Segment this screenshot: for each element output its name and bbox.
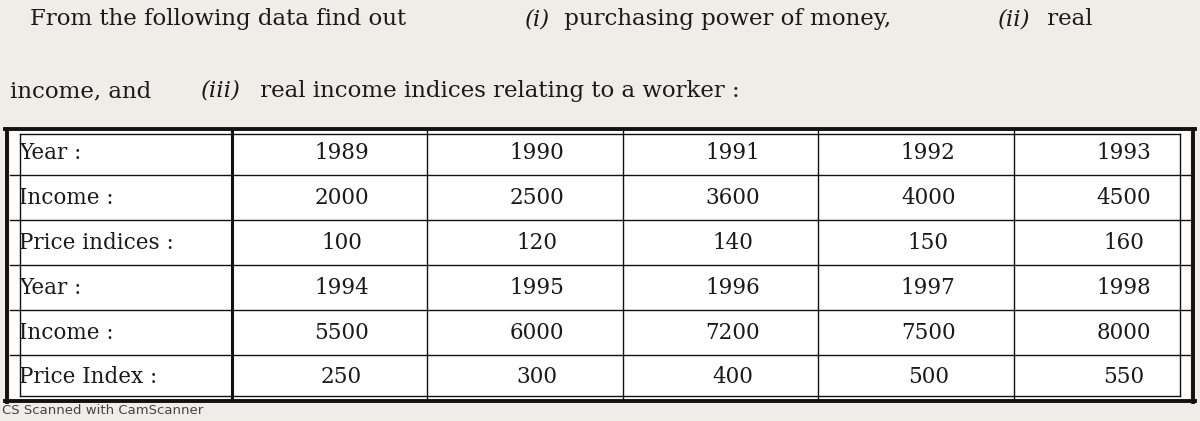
Text: 1997: 1997 [901, 277, 955, 298]
Text: 250: 250 [320, 367, 362, 389]
Text: 100: 100 [320, 232, 362, 254]
Text: 1991: 1991 [706, 142, 760, 164]
Text: 1995: 1995 [510, 277, 564, 298]
Text: 500: 500 [907, 367, 949, 389]
Text: 400: 400 [712, 367, 754, 389]
Text: 300: 300 [516, 367, 558, 389]
Text: 1993: 1993 [1097, 142, 1151, 164]
Text: purchasing power of money,: purchasing power of money, [557, 8, 899, 30]
Text: 150: 150 [907, 232, 949, 254]
Text: 7500: 7500 [901, 322, 955, 344]
Text: 2500: 2500 [510, 187, 564, 209]
Text: Year :: Year : [19, 142, 82, 164]
Text: 2000: 2000 [314, 187, 368, 209]
Text: 8000: 8000 [1097, 322, 1151, 344]
Text: 3600: 3600 [706, 187, 760, 209]
Text: (iii): (iii) [202, 80, 241, 102]
Text: 1994: 1994 [314, 277, 368, 298]
Text: CS Scanned with CamScanner: CS Scanned with CamScanner [2, 404, 204, 417]
Text: (i): (i) [524, 8, 550, 30]
Text: Income :: Income : [19, 322, 114, 344]
Text: 4500: 4500 [1097, 187, 1151, 209]
Text: 1996: 1996 [706, 277, 760, 298]
Text: 550: 550 [1103, 367, 1145, 389]
FancyBboxPatch shape [10, 131, 1190, 400]
Text: 6000: 6000 [510, 322, 564, 344]
Text: 1989: 1989 [314, 142, 368, 164]
Text: Year :: Year : [19, 277, 82, 298]
Text: 140: 140 [712, 232, 754, 254]
Text: income, and: income, and [10, 80, 158, 102]
Text: 1992: 1992 [901, 142, 955, 164]
Text: Income :: Income : [19, 187, 114, 209]
Text: 160: 160 [1103, 232, 1145, 254]
Text: real income indices relating to a worker :: real income indices relating to a worker… [253, 80, 739, 102]
Text: 120: 120 [516, 232, 558, 254]
Text: 1990: 1990 [510, 142, 564, 164]
Text: 1998: 1998 [1097, 277, 1151, 298]
Text: 4000: 4000 [901, 187, 955, 209]
Text: 7200: 7200 [706, 322, 760, 344]
Text: (ii): (ii) [997, 8, 1030, 30]
Text: Price Index :: Price Index : [19, 367, 157, 389]
Text: From the following data find out: From the following data find out [30, 8, 413, 30]
Text: real: real [1039, 8, 1092, 30]
Text: 5500: 5500 [314, 322, 368, 344]
Text: Price indices :: Price indices : [19, 232, 174, 254]
